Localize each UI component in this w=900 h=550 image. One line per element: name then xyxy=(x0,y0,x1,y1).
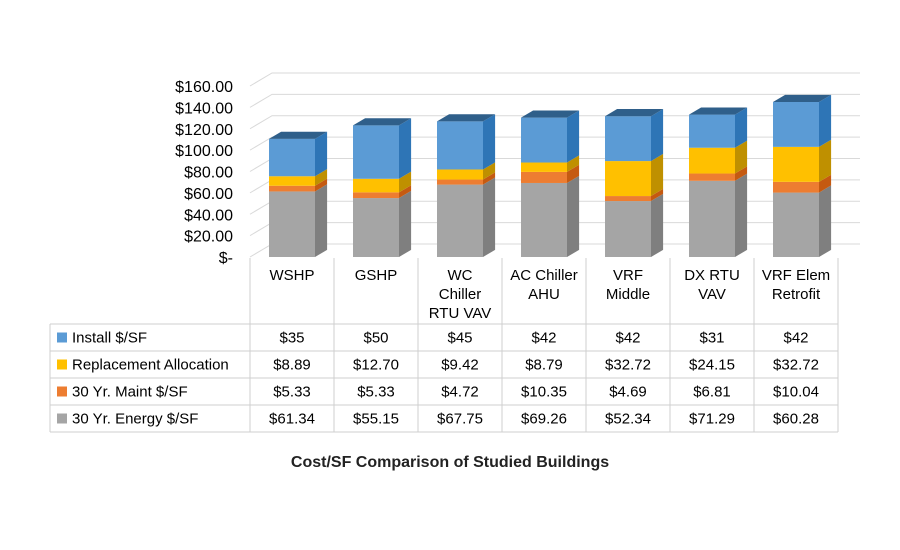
bar-segment xyxy=(437,162,496,180)
bar-segment xyxy=(605,193,664,257)
table-value: $10.04 xyxy=(773,384,819,401)
legend-key xyxy=(57,359,67,370)
chart-caption: Cost/SF Comparison of Studied Buildings xyxy=(290,454,610,471)
legend-label: Replacement Allocation xyxy=(72,357,229,374)
table-value: $12.70 xyxy=(353,357,399,374)
gridline xyxy=(249,93,860,108)
table-value: $42 xyxy=(531,330,556,347)
bar-segment xyxy=(773,185,832,257)
bar-segment xyxy=(437,114,496,170)
bar-segment xyxy=(521,175,580,257)
table-value: $6.81 xyxy=(693,384,731,401)
bar-segment xyxy=(437,177,496,257)
table-value: $55.15 xyxy=(353,411,399,428)
bar-segment xyxy=(353,185,412,199)
y-tick-label: $140.00 xyxy=(175,100,233,117)
bar-segment xyxy=(269,169,328,186)
table-value: $45 xyxy=(447,330,472,347)
legend-label: 30 Yr. Maint $/SF xyxy=(72,384,188,401)
table-value: $42 xyxy=(615,330,640,347)
bar-segment xyxy=(773,94,832,147)
table-value: $71.29 xyxy=(689,411,735,428)
y-tick-label: $20.00 xyxy=(184,229,233,246)
bar-segment xyxy=(689,107,748,148)
category-label: AC Chiller AHU xyxy=(510,267,578,303)
bar-segment xyxy=(521,164,580,183)
y-tick-label: $100.00 xyxy=(175,143,233,160)
table-value: $32.72 xyxy=(773,357,819,374)
gridline xyxy=(249,72,860,87)
y-tick-label: $40.00 xyxy=(184,207,233,224)
gridline xyxy=(249,115,860,130)
data-table: WSHP GSHP WC Chiller RTU VAV AC Chiller AHU VRF… xyxy=(49,258,839,433)
bar-segment xyxy=(353,190,412,257)
table-value: $52.34 xyxy=(605,411,651,428)
y-tick-label: $160.00 xyxy=(175,79,233,96)
table-value: $42 xyxy=(783,330,808,347)
table-value: $24.15 xyxy=(689,357,735,374)
bar-segment xyxy=(521,155,580,172)
y-tick-label: $- xyxy=(219,250,233,267)
table-value: $32.72 xyxy=(605,357,651,374)
table-value: $61.34 xyxy=(269,411,315,428)
table-value: $8.79 xyxy=(525,357,563,374)
bar-segment xyxy=(773,139,832,182)
legend-label: Install $/SF xyxy=(72,330,147,347)
table-value: $4.69 xyxy=(609,384,647,401)
table-value: $50 xyxy=(363,330,388,347)
category-label: GSHP xyxy=(355,267,398,284)
bar-segment xyxy=(605,109,664,162)
bar-segment xyxy=(437,172,496,185)
category-label: WC Chiller RTU VAV xyxy=(429,267,492,322)
legend-key xyxy=(57,413,67,424)
table-value: $4.72 xyxy=(441,384,479,401)
table-value: $69.26 xyxy=(521,411,567,428)
category-label: WSHP xyxy=(270,267,315,284)
category-label: DX RTU VAV xyxy=(684,267,740,303)
bars xyxy=(269,94,832,257)
y-tick-label: $60.00 xyxy=(184,186,233,203)
y-tick-label: $80.00 xyxy=(184,165,233,182)
table-value: $60.28 xyxy=(773,411,819,428)
bar-segment xyxy=(269,184,328,257)
bar-segment xyxy=(689,166,748,181)
bar-segment xyxy=(689,140,748,174)
bar-segment xyxy=(605,153,664,197)
table-value: $5.33 xyxy=(357,384,395,401)
table-value: $8.89 xyxy=(273,357,311,374)
table-value: $5.33 xyxy=(273,384,311,401)
category-label: VRF Middle xyxy=(606,267,650,303)
bar-segment xyxy=(269,131,328,177)
y-axis: $- $20.00 $40.00 $60.00 $80.00 $100.00 $120.00… xyxy=(175,79,233,267)
table-value: $31 xyxy=(699,330,724,347)
bar-segment xyxy=(353,118,412,179)
bar-segment xyxy=(269,178,328,192)
category-label: VRF Elem Retrofit xyxy=(762,267,830,303)
bar-segment xyxy=(353,171,412,193)
table-value: $9.42 xyxy=(441,357,479,374)
legend-key xyxy=(57,386,67,397)
y-tick-label: $120.00 xyxy=(175,122,233,139)
table-value: $35 xyxy=(279,330,304,347)
table-value: $10.35 xyxy=(521,384,567,401)
bar-segment xyxy=(521,110,580,163)
bar-segment xyxy=(773,174,832,193)
table-value: $67.75 xyxy=(437,411,483,428)
bar-segment xyxy=(605,188,664,202)
legend-key xyxy=(57,332,67,343)
legend-label: 30 Yr. Energy $/SF xyxy=(72,411,198,428)
bar-segment xyxy=(689,173,748,257)
